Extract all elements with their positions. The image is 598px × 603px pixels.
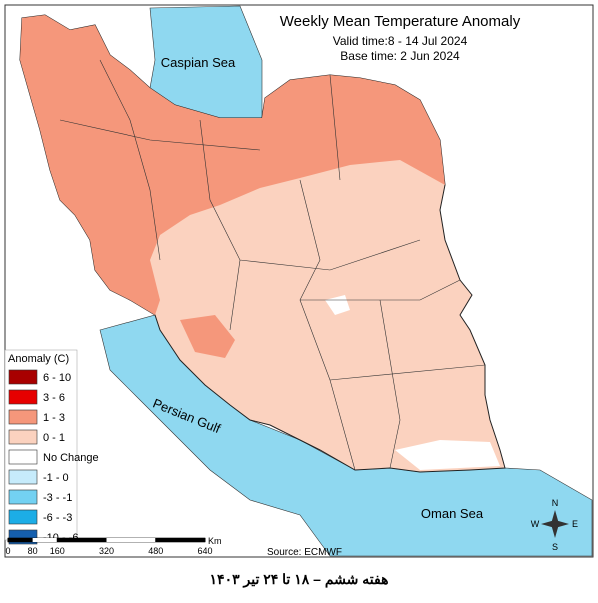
scale-segment — [32, 538, 58, 542]
no-change-area — [395, 440, 500, 470]
legend-label: -3 - -1 — [43, 492, 72, 504]
legend-swatch — [8, 369, 38, 385]
anomaly-area — [20, 15, 445, 315]
scale-label: 80 — [28, 546, 38, 556]
scale-segment — [106, 538, 156, 542]
scale-segment — [155, 538, 205, 542]
scale-segment — [8, 538, 33, 542]
compass-label: N — [552, 498, 559, 508]
compass-label: W — [531, 519, 540, 529]
compass-label: S — [552, 542, 558, 552]
scale-label: 320 — [99, 546, 114, 556]
scale-label: 640 — [197, 546, 212, 556]
legend-swatch — [8, 449, 38, 465]
legend-swatch — [8, 489, 38, 505]
legend-title: Anomaly (C) — [8, 353, 69, 365]
sea-label: Caspian Sea — [161, 55, 236, 70]
compass-label: E — [572, 519, 578, 529]
legend-label: 0 - 1 — [43, 432, 65, 444]
sea-label: Oman Sea — [421, 506, 484, 521]
source: Source: ECMWF — [267, 547, 342, 558]
legend-swatch — [8, 469, 38, 485]
legend-swatch — [8, 509, 38, 525]
scale-label: 480 — [148, 546, 163, 556]
valid-time: Valid time:8 - 14 Jul 2024 — [333, 34, 468, 48]
legend-swatch — [8, 409, 38, 425]
province-borders — [59, 59, 486, 471]
footer: هفته ششم – ۱۸ تا ۲۴ تیر ۱۴۰۳ — [210, 571, 389, 588]
anomaly-area — [180, 315, 235, 358]
legend-label: 3 - 6 — [43, 392, 65, 404]
legend-label: 1 - 3 — [43, 412, 65, 424]
legend-swatch — [8, 389, 38, 405]
scale-label: 0 — [5, 546, 10, 556]
legend-label: No Change — [43, 452, 99, 464]
scale-segment — [57, 538, 107, 542]
legend-label: -1 - 0 — [43, 472, 69, 484]
legend-swatch — [8, 429, 38, 445]
compass: N E S W — [531, 498, 578, 552]
legend-label: 6 - 10 — [43, 372, 71, 384]
base-time: Base time: 2 Jun 2024 — [340, 49, 460, 63]
legend-label: -6 - -3 — [43, 512, 72, 524]
map-title: Weekly Mean Temperature Anomaly — [280, 13, 521, 30]
scale-unit: Km — [208, 536, 222, 546]
scale-label: 160 — [50, 546, 65, 556]
